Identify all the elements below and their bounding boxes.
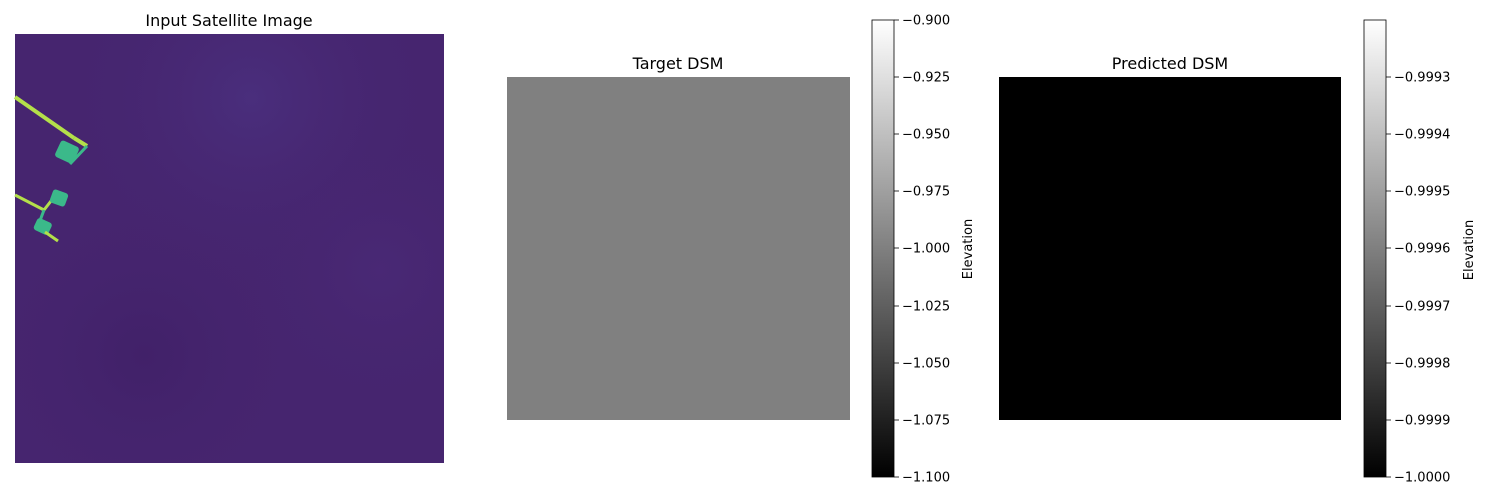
satellite-image (13, 34, 444, 463)
panel-input-satellite: Input Satellite Image (13, 11, 444, 463)
road-feature-1 (13, 95, 76, 140)
colorbar-predicted-tick-label: −0.9993 (1394, 71, 1450, 86)
colorbar-predicted-tick-label: −0.9994 (1394, 128, 1450, 143)
predicted-dsm-image (999, 77, 1341, 420)
panel-predicted-dsm: Predicted DSM −0.9993−0.9994−0.9995−0.99… (999, 19, 1477, 486)
colorbar-predicted-gradient (1363, 19, 1387, 478)
panel-title-predicted: Predicted DSM (1112, 54, 1228, 73)
colorbar-predicted: −0.9993 −0.9994 −0.9995 −0.9996 −0.9997 −0.99… (1363, 19, 1477, 486)
colorbar-target-tick-label: −0.975 (902, 185, 950, 200)
building-feature-3 (33, 218, 52, 235)
colorbar-target: −0.900 −0.925 −0.950 −0.975 −1.000 −1.025 −1.0… (871, 14, 976, 486)
colorbar-target-label: Elevation (961, 219, 976, 279)
satellite-haze-3 (15, 34, 444, 463)
colorbar-target-tick-label: −0.925 (902, 71, 950, 86)
panel-title-target: Target DSM (632, 54, 724, 73)
colorbar-target-gradient (871, 19, 895, 478)
colorbar-target-tick-label: −1.000 (902, 242, 950, 257)
satellite-features (13, 95, 89, 243)
colorbar-target-tick-label: −0.900 (902, 14, 950, 29)
colorbar-target-tick-label: −1.025 (902, 300, 950, 315)
colorbar-target-tick-label: −1.050 (902, 357, 950, 372)
colorbar-predicted-tick-label: −0.9998 (1394, 357, 1450, 372)
colorbar-predicted-label: Elevation (1462, 220, 1477, 280)
colorbar-predicted-tick-label: −0.9996 (1394, 242, 1450, 257)
road-feature-4 (14, 193, 45, 212)
road-feature-2 (72, 136, 89, 148)
colorbar-target-tick-label: −1.075 (902, 414, 950, 429)
building-feature-1 (55, 140, 79, 164)
colorbar-predicted-tick-label: −1.0000 (1394, 471, 1450, 486)
colorbar-target-tick-label: −1.100 (902, 471, 950, 486)
colorbar-predicted-ticks: −0.9993 −0.9994 −0.9995 −0.9996 −0.9997 −0.99… (1386, 71, 1450, 486)
panel-target-dsm: Target DSM −0.900 −0.925 −0.950 −0.975 −1.00… (507, 14, 976, 486)
target-dsm-image (507, 77, 850, 420)
colorbar-predicted-tick-label: −0.9999 (1394, 414, 1450, 429)
colorbar-target-tick-label: −0.950 (902, 128, 950, 143)
building-feature-2 (49, 189, 69, 207)
colorbar-predicted-tick-label: −0.9997 (1394, 300, 1450, 315)
colorbar-target-ticks: −0.900 −0.925 −0.950 −0.975 −1.000 −1.025 −1.0… (894, 14, 950, 486)
panel-title-input: Input Satellite Image (145, 11, 312, 30)
colorbar-predicted-tick-label: −0.9995 (1394, 185, 1450, 200)
road-feature-7 (44, 230, 59, 243)
